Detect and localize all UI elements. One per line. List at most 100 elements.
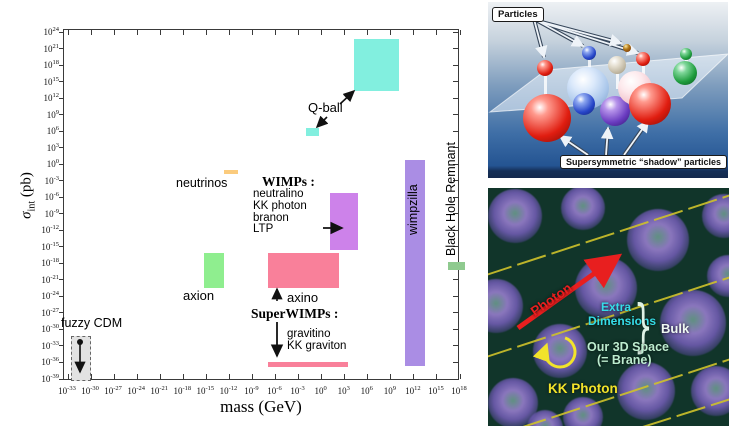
y-tick-label: 1024 <box>43 26 60 37</box>
brane-label: (= Brane) <box>597 353 652 367</box>
region-wimps <box>330 192 358 251</box>
y-tick-right <box>453 246 458 248</box>
x-tick-label: 10-18 <box>173 385 192 396</box>
extra-dimensions-label-line1: Extra <box>601 300 632 314</box>
y-tick-right <box>453 48 458 50</box>
x-tick-label: 10-30 <box>81 385 99 396</box>
y-tick-left <box>59 130 64 132</box>
y-tick-label: 10-9 <box>44 207 59 219</box>
photon-arrow <box>516 253 623 331</box>
y-tick-right <box>453 147 458 149</box>
label-neutralino: neutralino <box>253 188 304 200</box>
y-tick-right <box>453 378 458 380</box>
region-fuzzy-cdm-box <box>71 336 92 381</box>
x-tick-top <box>344 30 346 35</box>
x-tick-top <box>321 30 323 35</box>
label-superwimps-heading: SuperWIMPs : <box>251 306 339 321</box>
x-tick-top <box>228 30 230 35</box>
shadow-particles-arrows <box>558 119 650 157</box>
x-tick-bottom <box>159 374 161 379</box>
y-tick-right <box>453 279 458 281</box>
y-tick-label: 1012 <box>43 92 60 104</box>
label-qball: Q-ball <box>308 100 343 115</box>
particle-red <box>537 60 553 76</box>
y-tick-label: 1018 <box>43 59 60 71</box>
y-tick-left <box>59 163 64 165</box>
x-tick-bottom <box>182 374 184 379</box>
label-gravitino: gravitino <box>287 328 331 340</box>
x-tick-bottom <box>90 374 92 379</box>
x-tick-top <box>298 30 300 35</box>
particle-red2 <box>636 52 650 66</box>
x-tick-bottom <box>367 374 369 379</box>
label-axino: axino <box>287 290 319 305</box>
region-neutrinos <box>224 169 238 175</box>
x-tick-bottom <box>251 374 253 379</box>
y-tick-left <box>59 64 64 66</box>
x-tick-label: 10-12 <box>219 385 238 396</box>
y-tick-left <box>59 48 64 50</box>
label-bh-remnant: Black Hole Remnant <box>444 142 458 256</box>
x-tick-top <box>413 30 415 35</box>
label-kk-graviton: KK graviton <box>287 339 347 352</box>
shadow-particle-red <box>523 94 571 142</box>
y-tick-right <box>453 295 458 297</box>
region-qball-small <box>306 127 319 137</box>
x-tick-bottom <box>67 374 69 379</box>
y-tick-left <box>59 213 64 215</box>
x-tick-top <box>275 30 277 35</box>
label-wimps-heading: WIMPs : <box>262 174 315 189</box>
region-wimpzilla <box>404 159 425 366</box>
x-tick-top <box>113 30 115 35</box>
y-tick-label: 10-24 <box>41 290 59 302</box>
y-tick-right <box>453 345 458 347</box>
y-tick-left <box>59 97 64 99</box>
y-tick-label: 10-15 <box>41 240 59 252</box>
y-tick-right <box>453 64 458 66</box>
y-tick-left <box>59 147 64 149</box>
shadow-particle-blue <box>573 93 595 115</box>
y-tick-right <box>453 328 458 330</box>
x-tick-top <box>367 30 369 35</box>
brane-lines <box>488 194 729 426</box>
plot-area <box>59 29 465 381</box>
x-tick-top <box>159 30 161 35</box>
y-tick-label: 106 <box>46 125 59 137</box>
particle-stem <box>642 65 645 77</box>
x-tick-top <box>136 30 138 35</box>
y-tick-label: 100 <box>46 158 59 170</box>
y-tick-label: 10-36 <box>41 356 59 368</box>
kk-photon-label: KK Photon <box>548 381 618 396</box>
y-tick-label: 109 <box>46 108 59 120</box>
x-tick-top <box>436 30 438 35</box>
y-tick-label: 103 <box>46 141 59 153</box>
x-tick-top <box>390 30 392 35</box>
label-wimps-list: neutralino KK photon branon LTP <box>253 188 307 236</box>
label-neutrinos: neutrinos <box>176 176 228 190</box>
y-tick-right <box>453 196 458 198</box>
kk-mode-blob <box>617 362 675 420</box>
y-tick-label: 1015 <box>43 75 60 87</box>
x-tick-bottom <box>459 374 461 379</box>
shadow-particle-red2 <box>629 83 671 125</box>
x-tick-top <box>90 30 92 35</box>
extra-dimensions-panel: Photon Extra Dimensions } Bulk Our 3D Sp… <box>488 188 729 426</box>
y-tick-left <box>59 328 64 330</box>
label-branon: branon <box>253 211 289 224</box>
x-tick-label: 1015 <box>428 385 444 396</box>
y-tick-right <box>453 130 458 132</box>
y-tick-right <box>453 229 458 231</box>
x-tick-label: 10-6 <box>267 385 282 396</box>
particles-label: Particles <box>492 7 544 22</box>
y-tick-left <box>59 262 64 264</box>
y-tick-left <box>59 295 64 297</box>
y-tick-left <box>59 279 64 281</box>
x-tick-label: 10-24 <box>127 385 145 396</box>
y-tick-label: 1021 <box>43 42 60 54</box>
label-superwimps-list: gravitino KK graviton <box>287 328 347 353</box>
region-qball-large <box>353 39 399 91</box>
kk-mode-blob <box>707 255 729 297</box>
x-tick-label: 10-3 <box>290 385 305 396</box>
bulk-label: Bulk <box>661 321 690 336</box>
